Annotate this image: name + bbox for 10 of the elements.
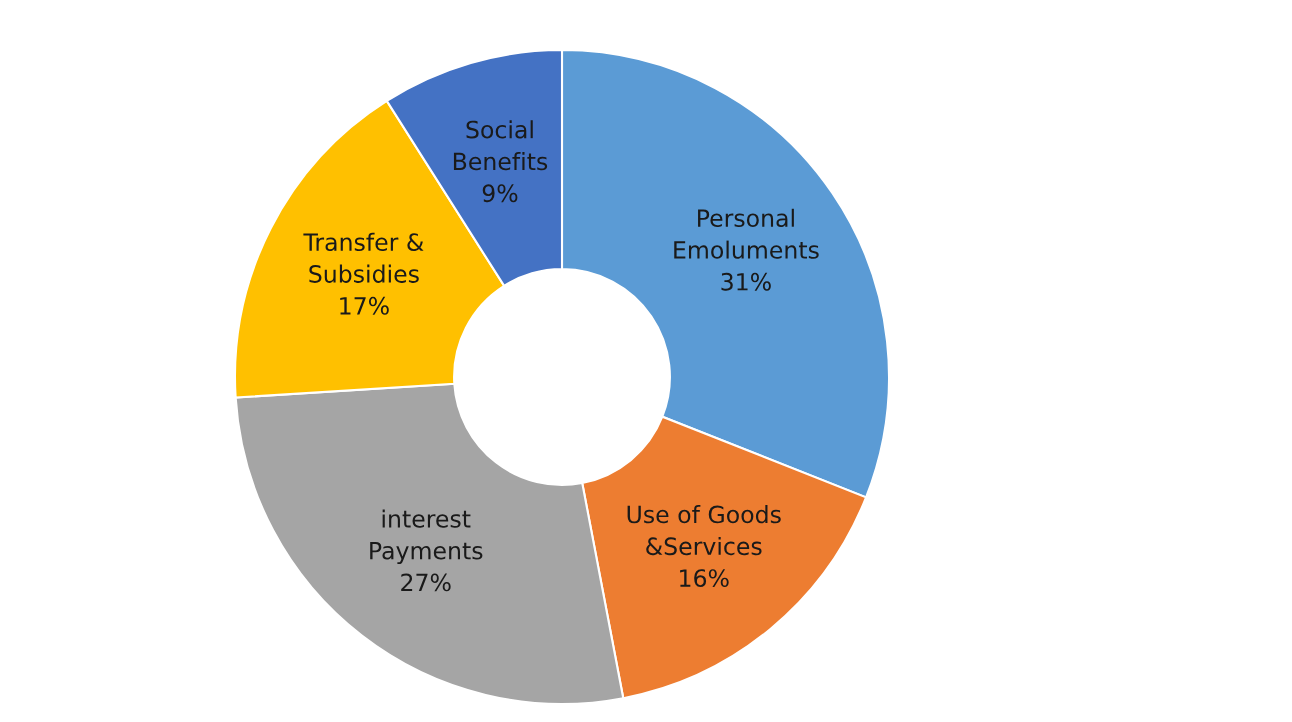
slice-label: Personal Emoluments (674, 208, 819, 259)
data-label: 27% (401, 573, 451, 592)
slice-label: Social Benefits (453, 120, 548, 171)
data-label: 16% (680, 569, 729, 587)
slice-label: interest Payments (370, 509, 483, 565)
data-label: 17% (340, 296, 389, 315)
data-label: 9% (482, 184, 518, 203)
data-label: 31% (721, 272, 771, 291)
slice-label: Transfer & Subsidies (303, 232, 424, 283)
slice-label: Use of Goods &Services (627, 505, 781, 556)
